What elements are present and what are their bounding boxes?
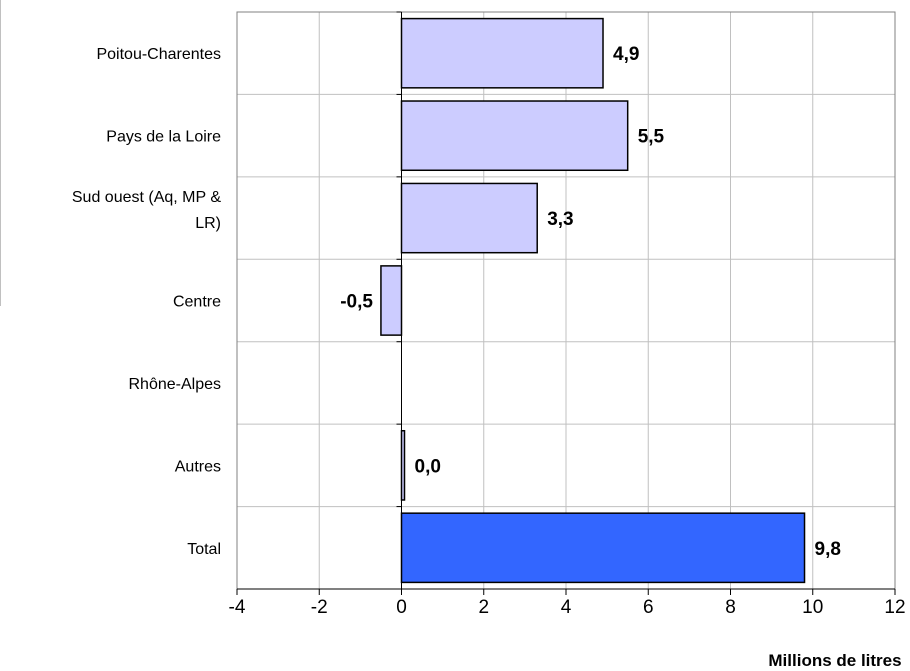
bar-total [400,512,806,584]
x-tick-label: 6 [643,597,654,618]
data-label: 9,8 [815,539,841,560]
x-tick-label: 4 [561,597,572,618]
grid-lines [237,12,895,589]
x-tick-label: -2 [311,597,328,618]
category-label: Autres [175,458,221,475]
x-tick-label: 12 [884,597,905,618]
data-label: 3,3 [547,209,573,230]
data-label: -0,5 [340,292,373,313]
category-label: Poitou-Charentes [96,46,221,63]
x-tick-label: 10 [802,597,823,618]
data-label: 0,0 [415,456,441,477]
axis-ticks [236,11,896,595]
category-label: Total [187,541,221,558]
x-tick-label: 2 [478,597,489,618]
bars [380,17,806,584]
category-label: Centre [173,294,221,311]
data-label: 4,9 [613,44,639,65]
x-tick-label: 8 [725,597,736,618]
data-label: 5,5 [638,127,665,148]
x-tick-labels: -4 -2 0 2 4 6 8 10 12 [229,597,906,618]
category-label: Rhône-Alpes [129,376,222,393]
category-labels: Poitou-Charentes Pays de la Loire Sud oues… [72,46,221,558]
bar [400,182,538,254]
bar [400,100,629,172]
bar [400,17,604,89]
category-label: Sud ouest (Aq, MP & LR) [72,189,221,232]
x-tick-label: 0 [396,597,407,618]
x-axis-title: Millions de litres [768,651,901,670]
category-label: Pays de la Loire [106,129,221,146]
x-tick-label: -4 [229,597,246,618]
bar [380,265,403,336]
data-labels: 4,9 5,5 3,3 -0,5 0,0 9,8 [340,44,841,560]
